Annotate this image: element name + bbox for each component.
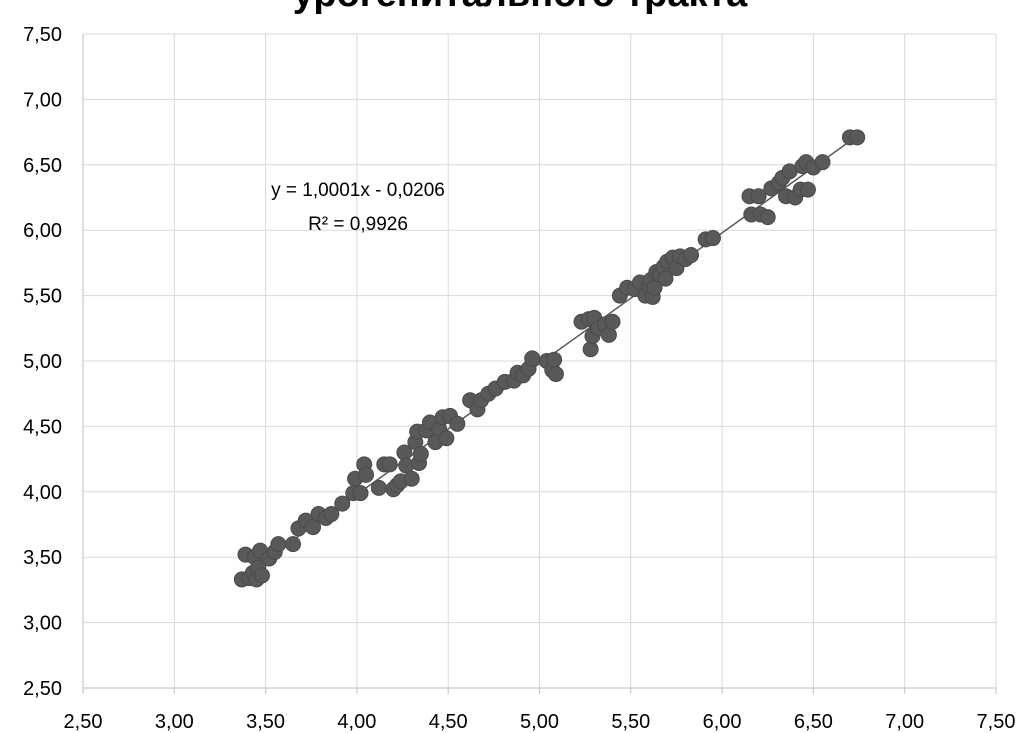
y-tick-label: 5,50	[23, 286, 62, 308]
data-point	[759, 209, 776, 226]
y-tick-labels: 2,50 3,00 3,50 4,00 4,50 5,00 5,50 6,00 6,50 7,00…	[23, 24, 62, 700]
data-point	[657, 270, 674, 287]
data-point	[334, 495, 351, 512]
x-tick-labels: 2,50 3,00 3,50 4,00 4,50 5,00 5,50 6,00 6,50 7,00…	[64, 711, 1016, 733]
y-tick-label: 3,00	[23, 613, 62, 635]
y-tick-label: 4,50	[23, 416, 62, 438]
data-point	[381, 456, 398, 473]
data-points	[233, 129, 866, 588]
data-point	[546, 351, 563, 368]
data-point	[704, 230, 721, 247]
data-point	[352, 485, 369, 502]
data-point	[524, 350, 541, 367]
r-squared-label: R² = 0,9926	[308, 214, 408, 235]
data-point	[582, 341, 599, 358]
data-point	[438, 430, 455, 447]
data-point	[449, 415, 466, 432]
data-point	[683, 247, 700, 264]
data-point	[814, 154, 831, 171]
x-tick-label: 4,00	[337, 711, 376, 733]
data-point	[604, 313, 621, 330]
grid-lines	[83, 33, 997, 688]
x-tick-label: 5,50	[611, 711, 650, 733]
y-tick-label: 4,00	[23, 482, 62, 504]
trendline-equation: y = 1,0001x - 0,0206	[271, 180, 445, 201]
x-tick-label: 5,00	[520, 711, 559, 733]
data-point	[284, 536, 301, 553]
x-tick-label: 4,50	[429, 711, 468, 733]
data-point	[750, 188, 767, 205]
x-tick-label: 3,50	[246, 711, 285, 733]
data-point	[799, 181, 816, 198]
y-tick-label: 2,50	[23, 678, 62, 700]
data-point	[270, 536, 287, 553]
data-point	[370, 479, 387, 496]
data-point	[358, 466, 375, 483]
data-point	[253, 567, 270, 584]
y-tick-label: 7,00	[23, 89, 62, 111]
y-tick-label: 6,50	[23, 155, 62, 177]
chart-title: урогенитального тракта	[293, 0, 748, 15]
data-point	[323, 506, 340, 523]
x-tick-label: 6,00	[703, 711, 742, 733]
x-tick-label: 3,00	[155, 711, 194, 733]
data-point	[547, 366, 564, 383]
y-tick-label: 6,00	[23, 220, 62, 242]
x-tick-label: 2,50	[64, 711, 103, 733]
x-tick-label: 7,50	[977, 711, 1016, 733]
y-tick-label: 7,50	[23, 24, 62, 46]
x-tick-label: 7,00	[885, 711, 924, 733]
axes	[82, 34, 997, 694]
data-point	[412, 445, 429, 462]
y-tick-label: 3,50	[23, 547, 62, 569]
data-point	[403, 470, 420, 487]
x-tick-label: 6,50	[794, 711, 833, 733]
y-tick-label: 5,00	[23, 351, 62, 373]
data-point	[849, 129, 866, 146]
